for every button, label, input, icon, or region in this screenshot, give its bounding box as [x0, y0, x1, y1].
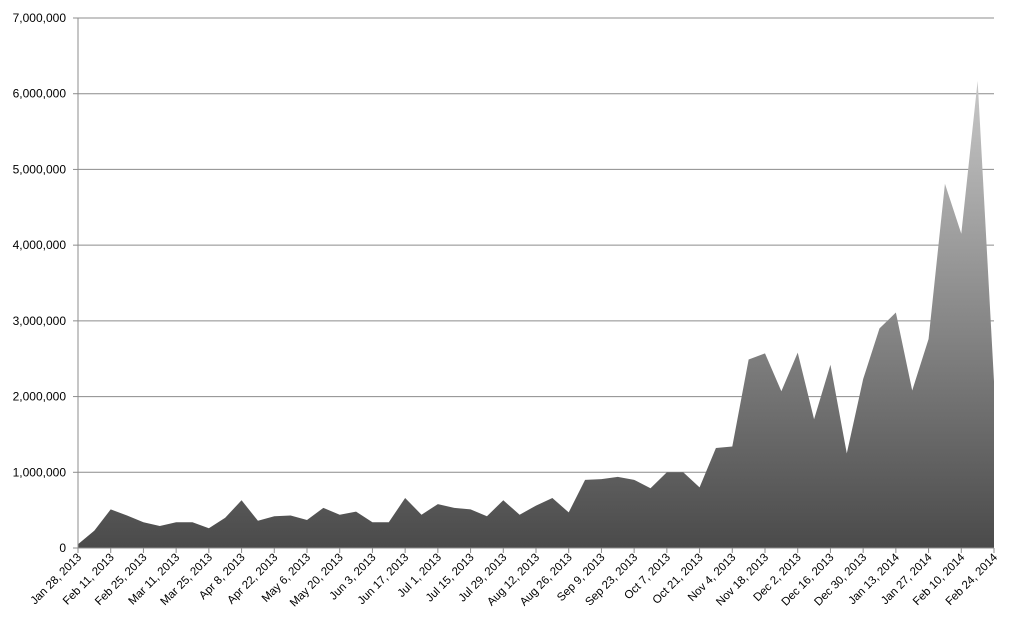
y-tick-label-4: 4,000,000 [13, 238, 67, 252]
y-tick-label-3: 3,000,000 [13, 314, 67, 328]
y-tick-label-2: 2,000,000 [13, 390, 67, 404]
y-tick-label-6: 6,000,000 [13, 87, 67, 101]
y-tick-label-1: 1,000,000 [13, 465, 67, 479]
gridlines [78, 17, 994, 473]
series-area [78, 80, 994, 548]
series-area-path [78, 80, 994, 548]
y-tick-labels: 0 1,000,000 2,000,000 3,000,000 4,000,000 5,0… [13, 11, 78, 555]
y-tick-label-7: 7,000,000 [13, 11, 67, 25]
y-tick-label-0: 0 [59, 541, 66, 555]
y-tick-label-5: 5,000,000 [13, 162, 67, 176]
